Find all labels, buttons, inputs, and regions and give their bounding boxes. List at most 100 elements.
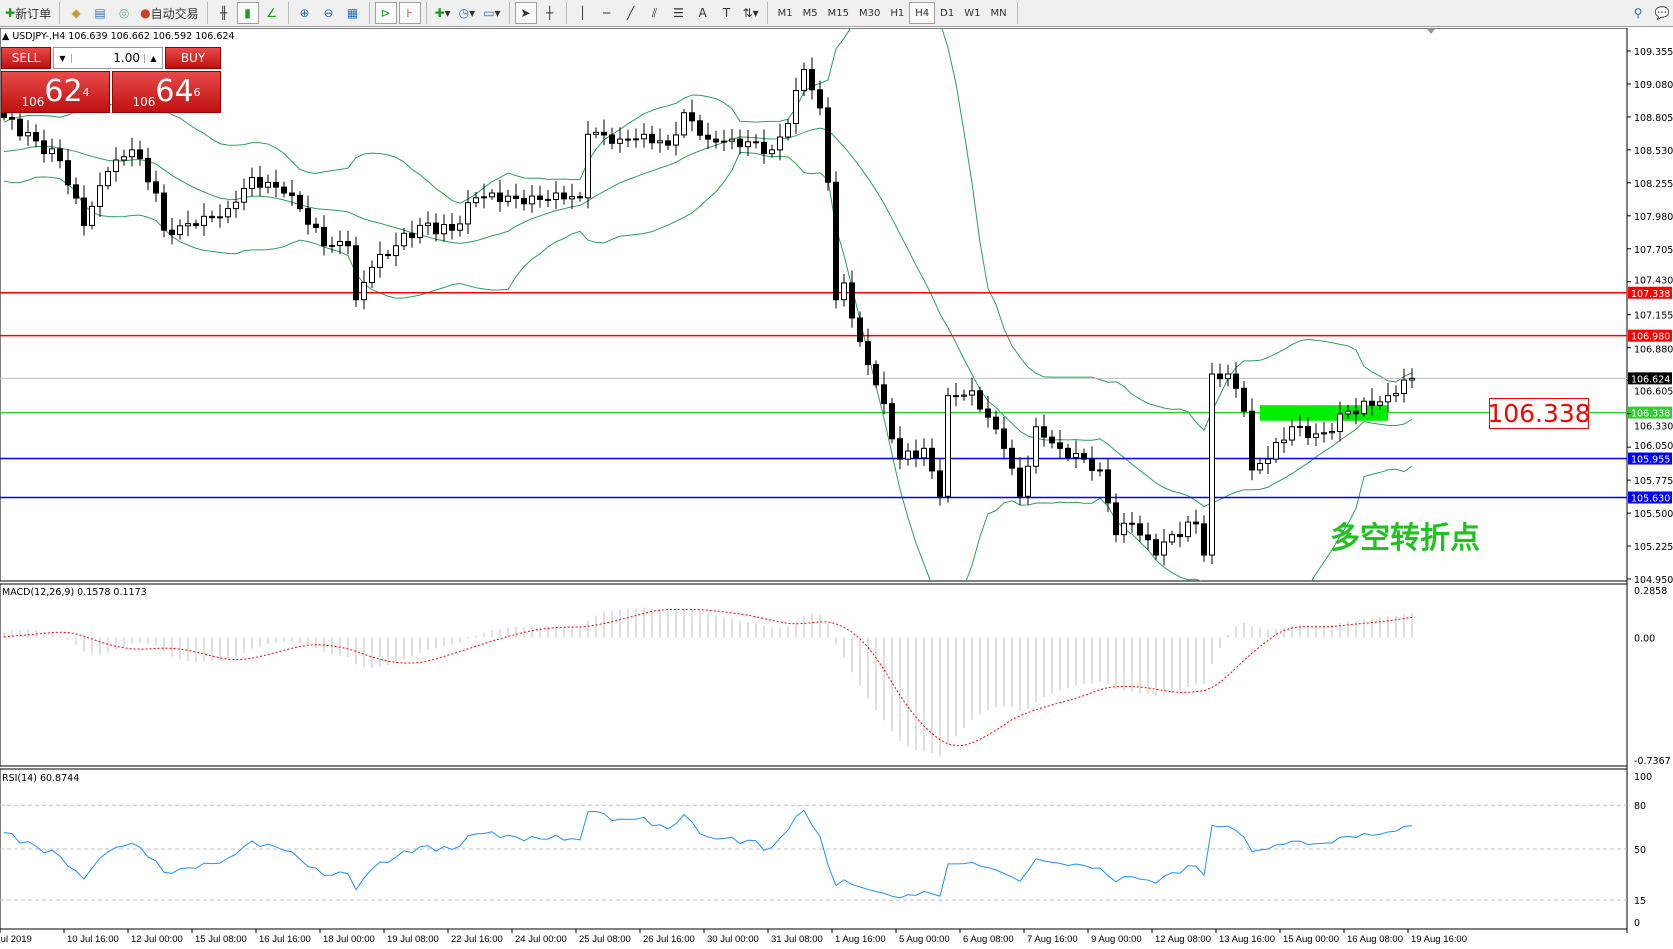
lot-decrease-button[interactable]: ▼ bbox=[54, 53, 72, 63]
trendline-button[interactable]: ╱ bbox=[620, 2, 642, 24]
candle-body bbox=[145, 157, 151, 183]
timeframe-h4[interactable]: H4 bbox=[909, 2, 936, 24]
time-axis-label: 30 Jul 00:00 bbox=[707, 934, 759, 945]
zoom-in-button[interactable]: ⊕ bbox=[294, 2, 316, 24]
candle-body bbox=[921, 447, 927, 459]
text-label-button[interactable]: T bbox=[716, 2, 738, 24]
candle-body bbox=[113, 159, 119, 172]
price-tag-bg bbox=[1628, 406, 1672, 419]
candle-body bbox=[89, 205, 95, 226]
price-annotation-label[interactable]: 106.338 bbox=[1487, 398, 1591, 429]
candle-body bbox=[449, 224, 455, 231]
new-order-button[interactable]: ✚ 新订单 bbox=[5, 6, 52, 21]
buy-button[interactable]: BUY bbox=[165, 47, 221, 69]
candle-body bbox=[1105, 469, 1111, 504]
candlestick-button[interactable]: ▮ bbox=[236, 2, 259, 24]
timeframe-w1[interactable]: W1 bbox=[964, 7, 981, 19]
candle-body bbox=[1353, 410, 1359, 415]
candle-body bbox=[1249, 410, 1255, 471]
periods-button[interactable]: ◷ ▾ bbox=[458, 6, 476, 20]
candle-body bbox=[825, 107, 831, 183]
candle-body bbox=[1081, 453, 1087, 460]
auto-trading-button[interactable]: ● 自动交易 bbox=[140, 6, 199, 21]
candle-body bbox=[417, 224, 423, 238]
candle-body bbox=[833, 181, 839, 301]
candle-body bbox=[225, 208, 231, 218]
candle-body bbox=[1225, 373, 1231, 380]
lot-increase-button[interactable]: ▲ bbox=[144, 53, 162, 63]
price-chart[interactable]: 107.338 106.980 106.624 106.338 105.955 105.6… bbox=[0, 28, 1673, 949]
reversal-point-annotation[interactable]: 多空转折点 bbox=[1330, 521, 1480, 556]
price-tag-bg bbox=[1628, 372, 1672, 385]
text-button[interactable]: A bbox=[692, 2, 714, 24]
fibonacci-fan-button[interactable]: ⫽ bbox=[644, 2, 666, 24]
candle-body bbox=[905, 450, 911, 460]
candle-body bbox=[1217, 373, 1223, 380]
templates-icon: ▭ bbox=[483, 6, 495, 20]
candle-body bbox=[769, 149, 775, 155]
candle-body bbox=[49, 148, 55, 155]
price-axis-label: 106.330 bbox=[1634, 422, 1673, 433]
time-axis-label: 9 Aug 00:00 bbox=[1091, 934, 1142, 945]
rsi-label: RSI(14) 60.8744 bbox=[2, 773, 79, 784]
candle-body bbox=[1377, 401, 1383, 406]
candle-body bbox=[985, 408, 991, 418]
rsi-axis-label: 50 bbox=[1634, 845, 1646, 856]
time-axis-label: 9 Jul 2019 bbox=[0, 934, 32, 945]
price-axis-label: 106.050 bbox=[1634, 441, 1673, 452]
buy-price[interactable]: 106 64 6 bbox=[112, 71, 221, 113]
crosshair-button[interactable]: ┼ bbox=[539, 2, 561, 24]
tile-windows-button[interactable]: ▦ bbox=[342, 2, 364, 24]
candle-body bbox=[993, 416, 999, 430]
sell-price[interactable]: 106 62 4 bbox=[1, 71, 110, 113]
new-order-icon: ✚ bbox=[5, 6, 16, 20]
timeframe-m15[interactable]: M15 bbox=[827, 7, 850, 19]
candle-body bbox=[1313, 433, 1319, 439]
timeframe-mn[interactable]: MN bbox=[990, 7, 1007, 19]
rsi-axis-label: 80 bbox=[1634, 801, 1646, 812]
fibonacci-button[interactable]: ☰ bbox=[668, 2, 690, 24]
candle-body bbox=[625, 138, 631, 141]
time-axis-label: 26 Jul 16:00 bbox=[643, 934, 695, 945]
candle-body bbox=[521, 197, 527, 205]
price-axis-label: 105.225 bbox=[1634, 542, 1673, 553]
navigator-button[interactable]: ▤ bbox=[89, 2, 111, 24]
indicators-button[interactable]: ✚ ▾ bbox=[434, 6, 451, 20]
horizontal-line-button[interactable]: ─ bbox=[596, 2, 618, 24]
timeframe-m1[interactable]: M1 bbox=[777, 7, 793, 19]
templates-button[interactable]: ▭ ▾ bbox=[483, 6, 501, 20]
rsi-axis-label: 100 bbox=[1634, 772, 1652, 783]
market-watch-button[interactable]: ◆ bbox=[65, 2, 87, 24]
timeframe-d1[interactable]: D1 bbox=[940, 7, 955, 19]
chat-button[interactable]: 💬 bbox=[1651, 2, 1673, 24]
candle-body bbox=[1009, 447, 1015, 469]
candle-body bbox=[929, 447, 935, 472]
cursor-button[interactable]: ➤ bbox=[514, 2, 537, 24]
chart-shift-button[interactable]: ⊦ bbox=[398, 2, 421, 24]
autoscroll-icon: ⊳ bbox=[380, 6, 391, 20]
candle-body bbox=[25, 132, 31, 137]
timeframe-m5[interactable]: M5 bbox=[802, 7, 818, 19]
candle-body bbox=[881, 384, 887, 405]
autoscroll-button[interactable]: ⊳ bbox=[374, 2, 397, 24]
arrows-button[interactable]: ⇅ ▾ bbox=[742, 6, 759, 20]
line-chart-button[interactable]: ∠ bbox=[261, 2, 283, 24]
candle-body bbox=[1209, 373, 1215, 556]
candle-body bbox=[1345, 410, 1351, 415]
zoom-out-button[interactable]: ⊖ bbox=[318, 2, 340, 24]
search-button[interactable]: ⚲ bbox=[1627, 2, 1649, 24]
candle-body bbox=[1361, 400, 1367, 415]
sell-button[interactable]: SELL bbox=[1, 47, 51, 69]
candle-body bbox=[569, 196, 575, 200]
timeframe-h1[interactable]: H1 bbox=[890, 7, 905, 19]
signals-button[interactable]: ◎ bbox=[113, 2, 135, 24]
timeframe-m30[interactable]: M30 bbox=[859, 7, 881, 19]
candle-body bbox=[1321, 432, 1327, 435]
candle-body bbox=[737, 138, 743, 148]
candle-body bbox=[1073, 453, 1079, 458]
bar-chart-button[interactable]: ╫ bbox=[213, 2, 235, 24]
candle-body bbox=[1193, 521, 1199, 525]
time-axis-label: 12 Jul 00:00 bbox=[131, 934, 183, 945]
lot-size-input[interactable]: ▼ 1.00 ▲ bbox=[53, 47, 163, 69]
vertical-line-button[interactable]: │ bbox=[572, 2, 594, 24]
